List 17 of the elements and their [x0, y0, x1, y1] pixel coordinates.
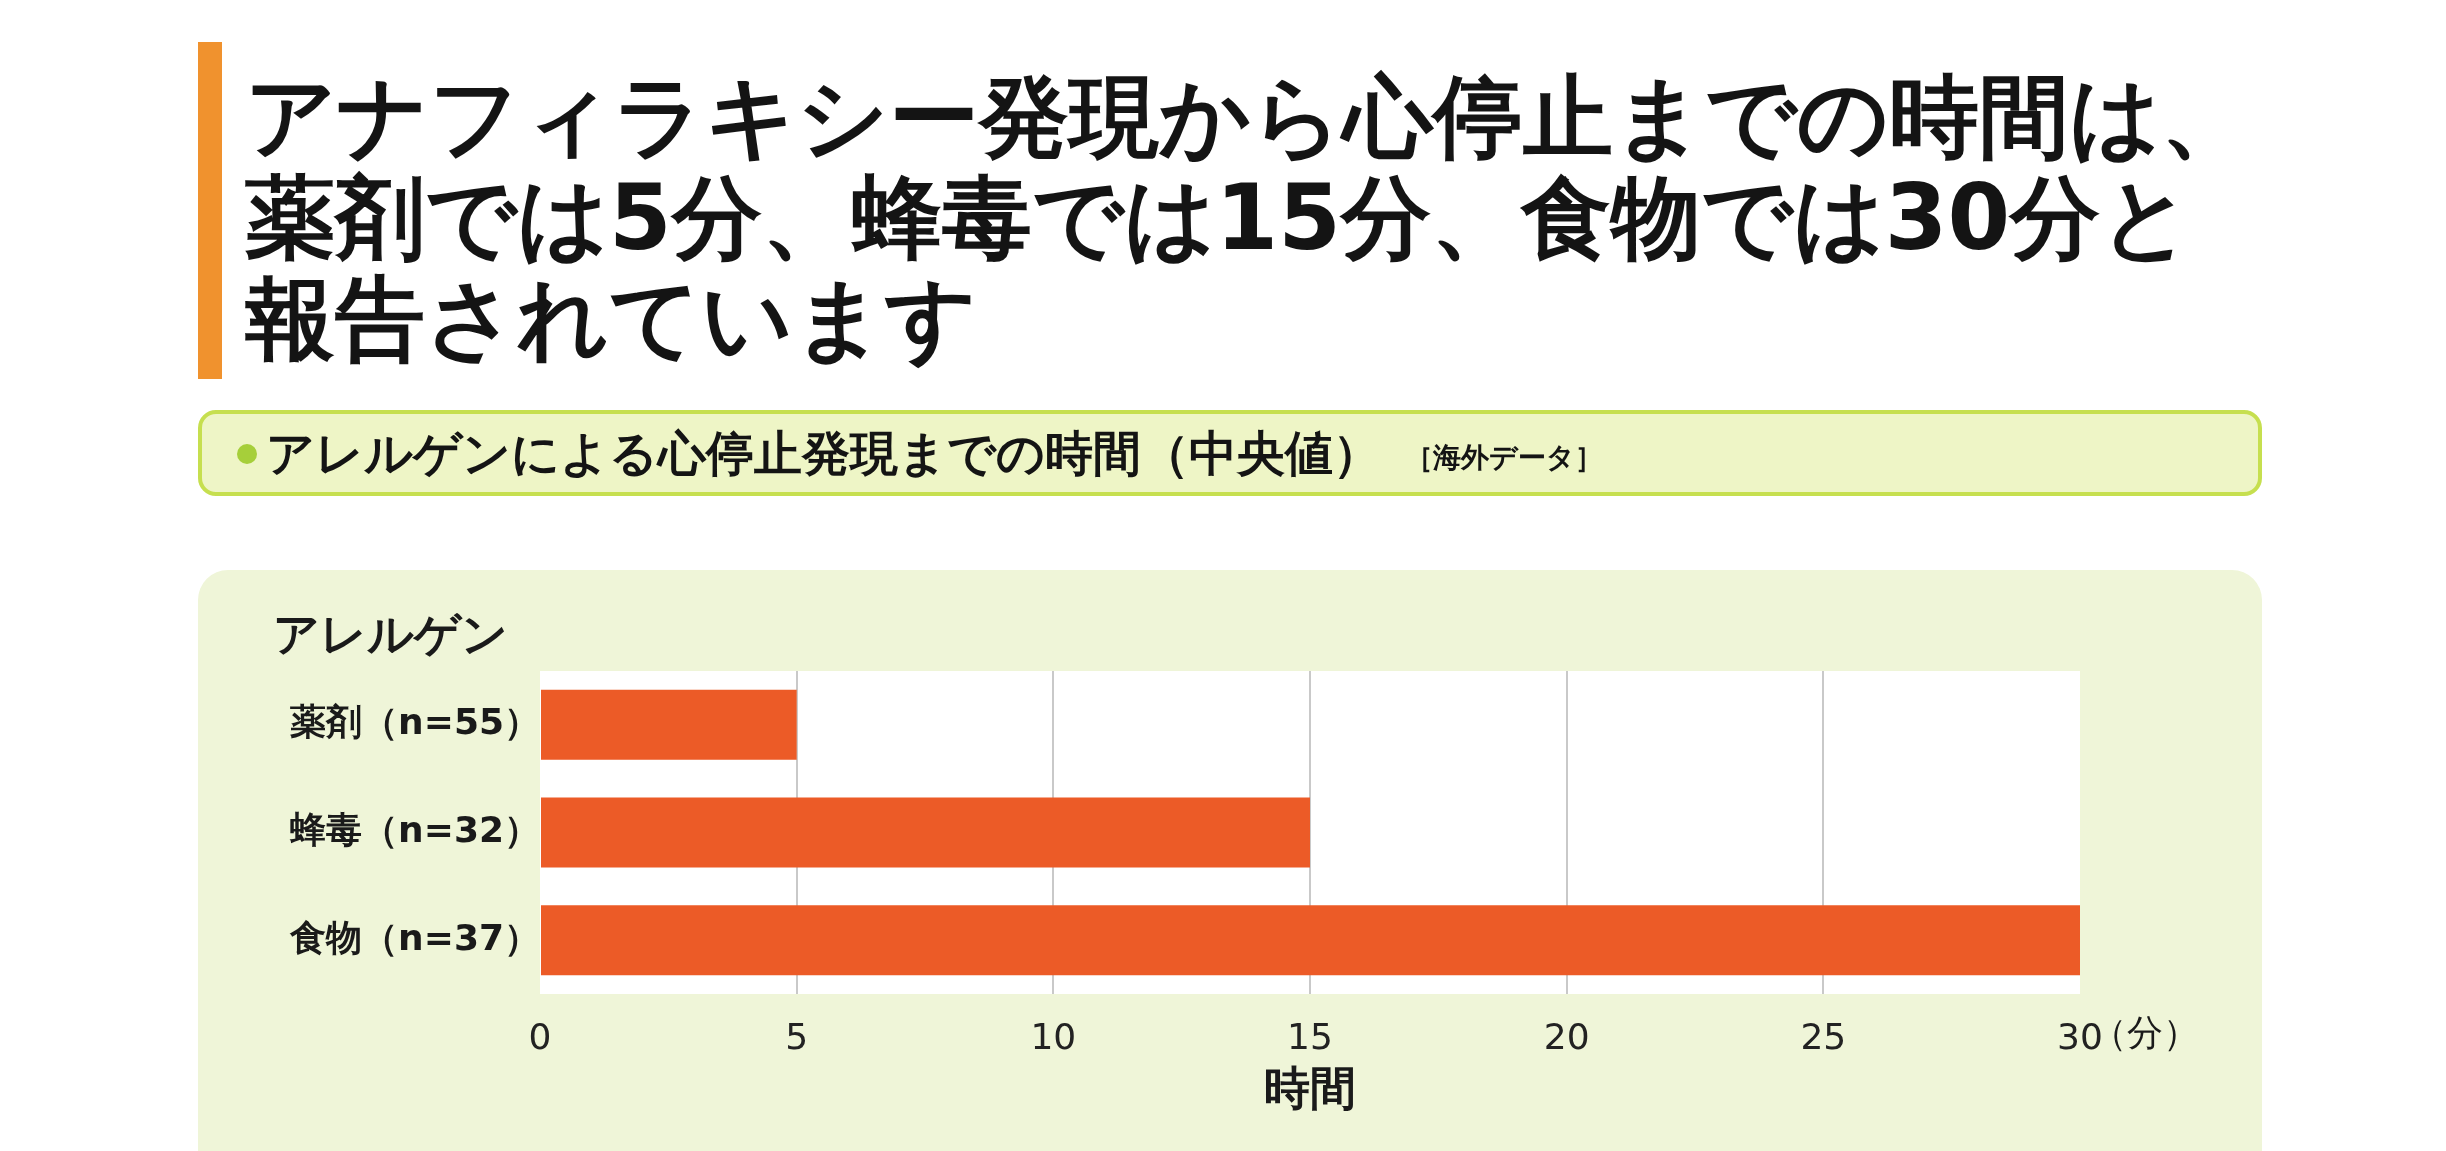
x-tick-label: 15 — [1287, 1015, 1333, 1057]
x-axis-title: 時間 — [1264, 1061, 1356, 1116]
chart-subtitle: アレルゲンによる心停止発現までの時間（中央値） — [266, 424, 1381, 483]
bar — [541, 689, 797, 760]
text: ［海外データ］ — [1405, 440, 1603, 476]
y-axis-title: アレルゲン — [273, 606, 508, 661]
y-tick-label: 蜂毒（n=32） — [289, 808, 540, 850]
x-tick-label: 5 — [785, 1015, 809, 1057]
x-tick-label: 30 — [2057, 1015, 2103, 1057]
chart-title: アナフィラキシー発現から心停止までの時間は、薬剤では5分、蜂毒では15分、食物では30分と報告されています — [245, 64, 2252, 371]
y-tick-label: 薬剤（n=55） — [290, 701, 540, 743]
x-tick-label: 10 — [1030, 1015, 1077, 1057]
bar — [541, 797, 1310, 868]
x-tick-label: 0 — [528, 1015, 552, 1057]
x-tick-label: 20 — [1543, 1015, 1590, 1057]
x-tick-label: 25 — [1800, 1015, 1847, 1057]
bar — [541, 905, 2080, 976]
